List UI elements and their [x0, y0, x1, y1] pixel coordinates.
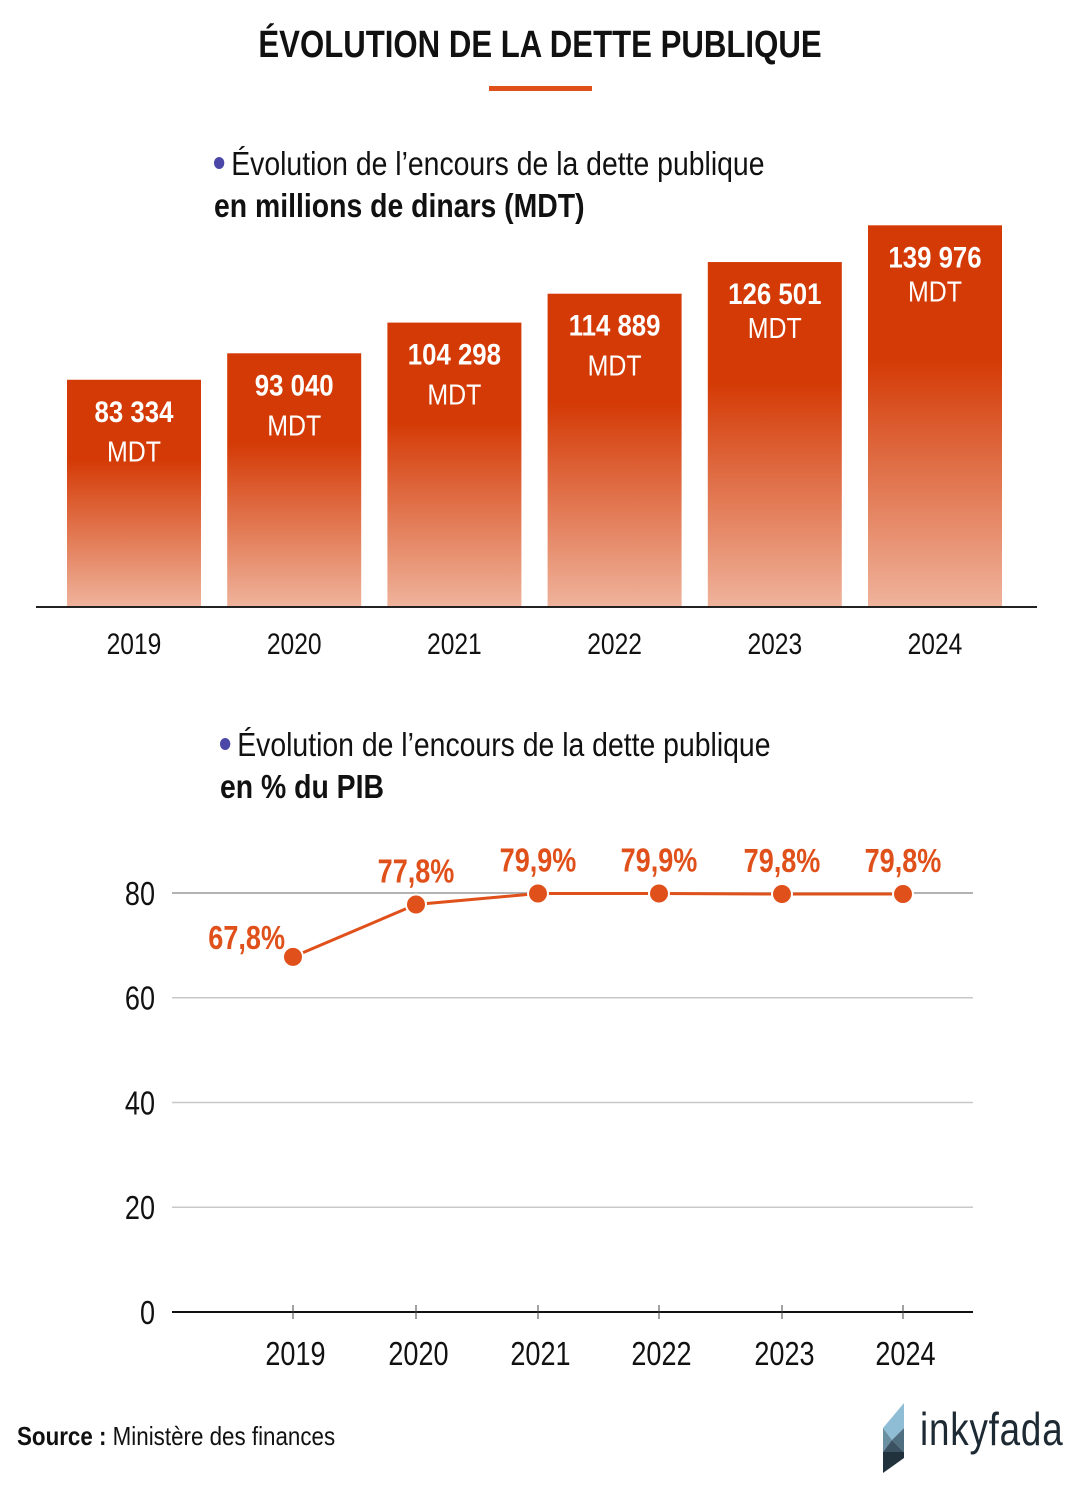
bar-2019 — [67, 379, 201, 607]
bar-chart-subtitle-line1: Évolution de l’encours de la dette publi… — [231, 145, 765, 182]
data-label: 79,9% — [500, 843, 577, 879]
bar-unit-label: MDT — [107, 436, 161, 468]
x-tick-label: 2020 — [388, 1337, 448, 1373]
x-tick-label: 2019 — [107, 627, 162, 661]
bar-unit-label: MDT — [427, 379, 481, 411]
y-tick-label: 0 — [140, 1296, 155, 1332]
source-label: Source : — [17, 1421, 107, 1451]
x-tick-label: 2023 — [754, 1337, 814, 1373]
data-point-2022 — [648, 882, 670, 905]
data-point-2023 — [771, 883, 793, 906]
x-tick-label: 2020 — [267, 627, 322, 661]
bar-2024 — [868, 225, 1002, 608]
line-chart-subtitle: Évolution de l’encours de la dette publi… — [220, 724, 770, 808]
bar-chart: 83 334 MDT 2019 93 040 MDT 2020 104 298 MDT 2021… — [36, 225, 1037, 661]
y-tick-label: 80 — [125, 877, 155, 913]
bar-value-label: 126 501 — [728, 277, 821, 310]
bar-value-label: 104 298 — [408, 338, 501, 371]
y-tick-label: 40 — [125, 1086, 155, 1122]
data-label: 79,8% — [865, 844, 942, 880]
brand-logo: inkyfada — [880, 1400, 1070, 1475]
bar-value-label: 114 889 — [569, 309, 661, 342]
line-chart-subtitle-line2: en % du PIB — [220, 768, 384, 805]
bar-chart-subtitle: Évolution de l’encours de la dette publi… — [214, 143, 764, 227]
data-point-2024 — [892, 883, 914, 906]
data-point-2019 — [282, 945, 304, 968]
x-tick-label: 2024 — [875, 1337, 935, 1373]
bar-chart-subtitle-line2: en millions de dinars (MDT) — [214, 187, 585, 224]
source-note: Source : Ministère des finances — [17, 1421, 335, 1452]
series-line — [292, 892, 903, 959]
x-tick-label: 2022 — [631, 1337, 691, 1373]
data-point-2021 — [527, 882, 549, 905]
page-title: ÉVOLUTION DE LA DETTE PUBLIQUE — [258, 24, 822, 66]
bar-2023 — [707, 262, 842, 607]
bullet-icon — [220, 738, 231, 751]
bar-unit-label: MDT — [748, 312, 802, 344]
brand-name: inkyfada — [920, 1403, 1064, 1455]
line-chart-subtitle-line1: Évolution de l’encours de la dette publi… — [237, 726, 771, 763]
bar-value-label: 139 976 — [888, 240, 981, 273]
bar-value-label: 93 040 — [255, 368, 334, 401]
bar-2020 — [227, 353, 362, 607]
title-underline — [489, 86, 592, 91]
y-tick-label: 20 — [125, 1191, 155, 1227]
data-label: 79,9% — [621, 843, 698, 879]
x-tick-label: 2019 — [265, 1337, 325, 1373]
x-tick-label: 2022 — [587, 627, 642, 661]
bar-unit-label: MDT — [588, 350, 642, 382]
data-point-2020 — [405, 893, 427, 916]
bar-unit-label: MDT — [267, 410, 321, 442]
data-label: 79,8% — [744, 844, 821, 880]
bar-2021 — [387, 322, 522, 607]
data-label: 77,8% — [378, 854, 455, 890]
source-text: Ministère des finances — [106, 1421, 336, 1451]
bar-unit-label: MDT — [908, 276, 962, 308]
x-tick-label: 2023 — [747, 627, 802, 661]
bar-value-label: 83 334 — [95, 395, 174, 428]
inkyfada-crystal-icon — [883, 1403, 904, 1473]
bar-2022 — [547, 293, 682, 607]
x-tick-label: 2021 — [510, 1337, 570, 1373]
bullet-icon — [214, 157, 225, 170]
y-tick-label: 60 — [125, 981, 155, 1017]
x-tick-label: 2021 — [427, 627, 482, 661]
data-label: 67,8% — [208, 920, 285, 956]
x-tick-label: 2024 — [908, 627, 963, 661]
